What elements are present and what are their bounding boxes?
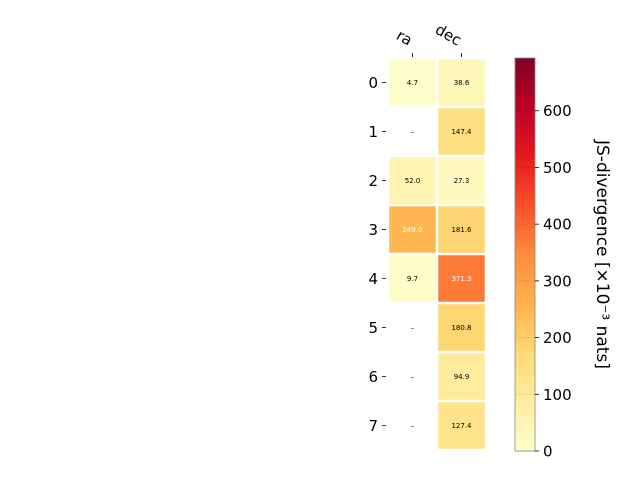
cell-value-label: 94.9 — [454, 373, 470, 381]
cell-value-label: 180.8 — [451, 324, 471, 332]
cell-value-label: 27.3 — [454, 177, 470, 185]
colorbar-tick-label: 400 — [543, 216, 572, 234]
colorbar: 0 100 200 300 400 500 600 JS-divergence [×10⁻³… — [514, 57, 612, 461]
row-label-6: 6 — [368, 368, 378, 386]
heatmap-cell-7-ra — [389, 402, 436, 449]
cell-value-label: 371.3 — [451, 275, 471, 283]
colorbar-tick-label: 600 — [543, 102, 572, 120]
heatmap-cell-3-ra — [389, 206, 436, 253]
cell-value-label: 147.4 — [451, 128, 472, 136]
heatmap-cell-6-ra — [389, 353, 436, 400]
colorbar-label: JS-divergence [×10⁻³ nats] — [592, 139, 612, 369]
heatmap-cell-3-dec — [438, 206, 485, 253]
cell-value-label: 249.0 — [402, 226, 422, 234]
heatmap-cell-6-dec — [438, 353, 485, 400]
heatmap-cell-0-dec — [438, 59, 485, 106]
cell-value-label: – — [411, 128, 415, 136]
heatmap-cell-2-dec — [438, 157, 485, 204]
column-label-dec: dec — [432, 20, 464, 49]
column-label-ra: ra — [393, 26, 415, 49]
heatmap-cell-0-ra — [389, 59, 436, 106]
heatmap-cell-5-dec — [438, 304, 485, 351]
heatmap-cell-5-ra — [389, 304, 436, 351]
colorbar-tick-label: 500 — [543, 159, 572, 177]
heatmap-cell-4-ra — [389, 255, 436, 302]
cell-value-label: 38.6 — [454, 79, 470, 87]
row-label-5: 5 — [368, 319, 378, 337]
row-label-4: 4 — [368, 270, 378, 288]
cell-value-label: 181.6 — [451, 226, 472, 234]
heatmap-cell-1-dec — [438, 108, 485, 155]
cell-value-label: – — [411, 324, 415, 332]
heatmap-cell-7-dec — [438, 402, 485, 449]
row-label-7: 7 — [368, 417, 378, 435]
cell-value-label: 52.0 — [405, 177, 421, 185]
heatmap-cell-1-ra — [389, 108, 436, 155]
colorbar-tick-label: 0 — [543, 443, 553, 461]
cell-value-label: – — [411, 373, 415, 381]
cell-value-label: – — [411, 422, 415, 430]
cell-value-label: 4.7 — [407, 79, 418, 87]
cell-value-label: 9.7 — [407, 275, 418, 283]
heatmap-cell-2-ra — [389, 157, 436, 204]
row-label-2: 2 — [368, 172, 378, 190]
colorbar-gradient — [514, 57, 536, 452]
heatmap-cell-4-dec — [438, 255, 485, 302]
colorbar-ticks: 0 100 200 300 400 500 600 — [515, 102, 572, 461]
colorbar-tick-label: 100 — [543, 386, 572, 404]
heatmap-cells: 4.7 38.6 – 147.4 52.0 27.3 249.0 181.6 9.7 371.3 –… — [389, 59, 485, 449]
colorbar-tick-label: 300 — [543, 272, 572, 290]
row-label-3: 3 — [368, 221, 378, 239]
row-label-1: 1 — [368, 123, 378, 141]
row-label-0: 0 — [368, 74, 378, 92]
colorbar-tick-label: 200 — [543, 329, 572, 347]
cell-value-label: 127.4 — [451, 422, 472, 430]
